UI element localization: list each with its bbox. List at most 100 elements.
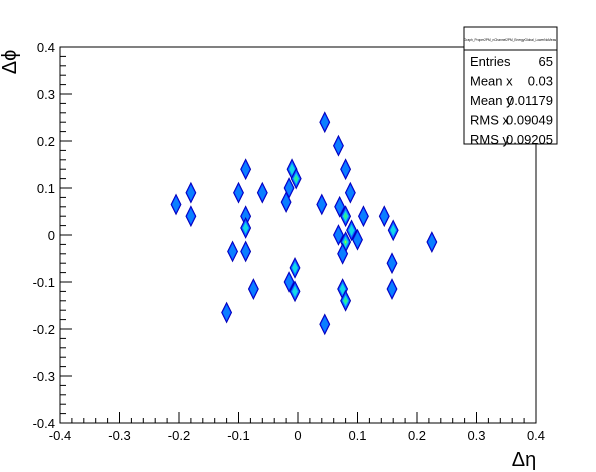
x-tick-label: 0.2 [408, 428, 426, 443]
heatmap-blob [233, 181, 244, 204]
y-tick-label: -0.4 [33, 416, 55, 431]
y-tick-label: 0 [48, 228, 55, 243]
heatmap-blob [340, 158, 352, 181]
heatmap-cell [388, 281, 396, 297]
x-tick-label: -0.2 [168, 428, 190, 443]
heatmap-blob [319, 111, 331, 134]
heatmap-blob [316, 193, 328, 216]
heatmap-blob [256, 181, 268, 204]
heatmap-blob [240, 158, 252, 181]
stats-box: Graph_Proper2PM_nChannel2PM_EnergyGlobal… [463, 26, 558, 147]
heatmap-cell [335, 199, 344, 215]
heatmap-blob [240, 240, 252, 263]
heatmap-cell [338, 246, 347, 262]
heatmap-blob [344, 181, 356, 204]
heatmap-cell [359, 208, 368, 224]
x-axis: -0.4 -0.3 -0.2 -0.1 0 0.1 0.2 0.3 0.4 [49, 412, 545, 443]
heatmap-cell [353, 231, 362, 248]
heatmap-cell [285, 180, 293, 196]
heatmap-blob [170, 193, 182, 216]
heatmap-blob [185, 205, 197, 228]
y-tick-label: -0.3 [33, 369, 55, 384]
heatmap-blob [240, 217, 252, 239]
heatmap-blob [386, 252, 398, 275]
heatmap-cell [343, 212, 348, 220]
heatmap-blob [340, 231, 352, 253]
x-tick-label: -0.4 [49, 428, 71, 443]
heatmap-cell [294, 175, 298, 182]
stats-row-value: 0.03 [528, 74, 553, 89]
heatmap-cell [249, 281, 258, 297]
heatmap-cell [187, 208, 195, 224]
heatmap-cell [334, 137, 343, 154]
heatmap-blob [290, 167, 302, 190]
stats-row-value: 0.01179 [507, 93, 553, 108]
heatmap-cell [241, 243, 250, 260]
stats-row-label: Mean x [470, 74, 513, 89]
heatmap-blob [289, 257, 301, 279]
heatmap-blob [340, 289, 352, 312]
stats-row-label: RMS y [470, 132, 510, 147]
heatmap-blob [358, 205, 369, 228]
y-tick-label: 0.1 [37, 181, 55, 196]
heatmap-blob [227, 240, 238, 263]
heatmap-blob [319, 313, 331, 336]
y-axis-label: Δϕ [0, 50, 21, 75]
y-tick-label: -0.1 [33, 275, 55, 290]
stats-row-value: 0.09049 [506, 113, 553, 128]
heatmap-cell [341, 161, 350, 177]
heatmap-cell [339, 283, 346, 295]
heatmap-cell [241, 208, 250, 224]
heatmap-blob [387, 219, 399, 242]
heatmap-cell [334, 227, 343, 243]
heatmap-cell [292, 285, 298, 297]
heatmap-cell [285, 274, 293, 290]
heatmap-blob [333, 134, 344, 157]
y-axis: -0.4 -0.3 -0.2 -0.1 0 0.1 0.2 0.3 0.4 [33, 40, 72, 431]
x-tick-label: 0.1 [348, 428, 366, 443]
y-tick-label: 0.4 [37, 40, 55, 55]
heatmap-blob [340, 205, 352, 228]
heatmap-blob [221, 301, 233, 324]
heatmap-blob [280, 191, 292, 213]
x-tick-label: 0.3 [467, 428, 485, 443]
x-tick-label: -0.1 [227, 428, 249, 443]
stats-row-label: RMS x [470, 113, 510, 128]
heatmap-cell [258, 184, 267, 201]
stats-row-value: 0.09205 [506, 132, 553, 147]
heatmap-cell [241, 161, 250, 177]
heatmap-cell [292, 262, 298, 274]
heatmap-cell [390, 224, 396, 236]
stats-box-title: Graph_Proper2PM_nChannel2PM_EnergyGlobal… [464, 38, 557, 42]
heatmap-cell [380, 208, 389, 224]
heatmap-cell [187, 184, 195, 201]
heatmap-blob [386, 278, 398, 300]
stats-box-border [463, 26, 558, 145]
heatmap-cell [228, 243, 237, 260]
heatmap-cell [346, 184, 355, 201]
heatmap-blob [283, 271, 295, 293]
stats-row-label: Mean y [470, 93, 513, 108]
heatmap-cell [345, 240, 347, 244]
heatmap-blob [289, 280, 301, 303]
heatmap-cell [289, 163, 295, 175]
stats-row-value: 65 [539, 54, 553, 69]
heatmap-cell [317, 196, 326, 213]
heatmap-blob [334, 195, 346, 218]
heatmap-blob [333, 224, 344, 246]
x-tick-label: 0.4 [527, 428, 545, 443]
y-tick-label: 0.2 [37, 134, 55, 149]
x-tick-label: -0.3 [108, 428, 130, 443]
heatmap-blob [337, 242, 349, 265]
heatmap-cell [222, 304, 231, 321]
heatmap-cell [427, 234, 436, 250]
y-tick-label: 0.3 [37, 87, 55, 102]
heatmap-cell [172, 196, 180, 213]
heatmap-cell [282, 194, 290, 210]
heatmap-cell [242, 222, 249, 234]
heatmap-cell [234, 184, 243, 201]
heatmap-blob [352, 228, 363, 251]
heatmap-cell [348, 224, 355, 236]
heatmap-blob [247, 278, 259, 300]
